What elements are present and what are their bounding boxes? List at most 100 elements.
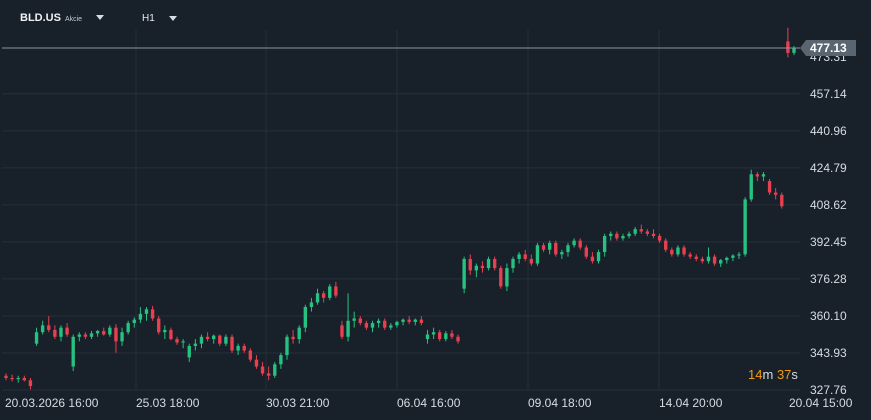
symbol-selector[interactable]: BLD.US Akcie	[20, 12, 105, 24]
candle-down	[712, 256, 717, 264]
candle-down	[364, 323, 369, 328]
candle-up	[609, 233, 613, 237]
candle-up	[77, 334, 81, 337]
candle-down	[266, 373, 271, 376]
countdown-seconds-unit: s	[791, 367, 798, 382]
candle-down	[65, 327, 69, 335]
candle-up	[328, 286, 332, 298]
countdown-minutes-unit: m	[762, 367, 774, 382]
candle-up	[621, 236, 625, 239]
candle-down	[541, 245, 546, 250]
countdown-minutes: 14	[748, 367, 763, 382]
candle-down	[10, 378, 14, 380]
candle-up	[40, 325, 45, 333]
candle-up	[376, 320, 381, 324]
candle-up	[370, 323, 375, 328]
candle-down	[419, 319, 424, 324]
y-tick-label: 408.62	[810, 198, 847, 212]
candle-up	[224, 336, 228, 344]
candle-up	[163, 329, 167, 333]
candle-up	[59, 327, 63, 337]
candle-down	[523, 254, 527, 259]
candle-down	[664, 240, 668, 250]
candle-up	[749, 174, 753, 200]
x-tick-label: 30.03 21:00	[266, 396, 330, 410]
candle-down	[773, 192, 778, 195]
candle-down	[438, 332, 442, 340]
x-tick-label: 14.04 20:00	[659, 396, 723, 410]
x-tick-label: 09.04 18:00	[528, 396, 592, 410]
candle-up	[187, 345, 191, 358]
candle-down	[480, 265, 485, 269]
candle-up	[761, 174, 766, 177]
symbol-type: Akcie	[64, 15, 83, 23]
candle-down	[175, 339, 179, 343]
candle-countdown: 14m 37s	[748, 367, 798, 382]
candle-up	[132, 319, 136, 324]
candle-down	[468, 258, 472, 271]
candle-down	[102, 331, 106, 335]
y-tick-label: 440.96	[810, 124, 847, 138]
candle-up	[535, 245, 540, 264]
candle-up	[706, 256, 711, 262]
symbol-name: BLD.US	[20, 12, 61, 24]
candle-down	[230, 336, 234, 351]
y-tick-label: 360.10	[810, 309, 847, 323]
candle-down	[780, 194, 784, 207]
candle-down	[450, 333, 454, 337]
candle-down	[645, 231, 650, 234]
candle-up	[285, 336, 289, 356]
y-tick-label: 327.76	[810, 383, 847, 397]
candle-up	[792, 48, 796, 53]
candles	[4, 27, 796, 390]
candle-up	[560, 252, 564, 255]
current-price-tag	[800, 40, 856, 56]
candle-up	[566, 245, 570, 253]
candle-down	[682, 247, 686, 255]
candle-up	[462, 258, 466, 289]
candle-up	[236, 345, 240, 351]
candle-up	[474, 265, 479, 271]
candle-up	[737, 254, 741, 256]
candle-up	[309, 302, 314, 308]
candle-down	[657, 236, 662, 241]
candle-down	[383, 320, 387, 328]
timeframe-selector[interactable]: H1	[142, 13, 177, 24]
y-tick-label: 376.28	[810, 272, 847, 286]
chart-toolbar: BLD.US Akcie H1	[0, 0, 871, 40]
candle-down	[554, 242, 558, 255]
candle-up	[676, 247, 680, 255]
candle-down	[291, 336, 295, 340]
candle-down	[700, 258, 705, 262]
candle-up	[95, 331, 100, 334]
candle-down	[584, 247, 588, 257]
candle-down	[83, 334, 88, 337]
candle-down	[334, 286, 338, 296]
candle-down	[529, 258, 534, 264]
candle-up	[505, 268, 509, 287]
chevron-down-icon	[96, 14, 105, 20]
candle-up	[444, 333, 448, 340]
candle-down	[767, 181, 772, 193]
candle-up	[633, 229, 637, 234]
price-axis[interactable]: 457.14 440.96 424.79 408.62 392.45 376.28 360.…	[810, 87, 847, 397]
time-axis[interactable]: 20.03.2026 16:00 25.03 18:00 30.03 21:00 06…	[5, 396, 853, 410]
candle-up	[352, 318, 356, 321]
current-price-label: 477.13	[810, 41, 847, 55]
candle-down	[114, 327, 118, 342]
candle-down	[260, 366, 265, 374]
candle-down	[670, 249, 674, 255]
candle-down	[22, 378, 27, 381]
x-tick-label: 06.04 16:00	[397, 396, 461, 410]
candle-up	[511, 258, 515, 269]
x-tick-label: 20.04 15:00	[789, 396, 853, 410]
candle-down	[578, 240, 582, 248]
candle-down	[150, 309, 155, 319]
x-tick-label: 25.03 18:00	[136, 396, 200, 410]
candle-up	[602, 236, 607, 253]
candle-up	[108, 327, 112, 335]
candle-up	[34, 332, 39, 344]
candle-up	[212, 335, 216, 340]
candle-down	[358, 318, 362, 324]
